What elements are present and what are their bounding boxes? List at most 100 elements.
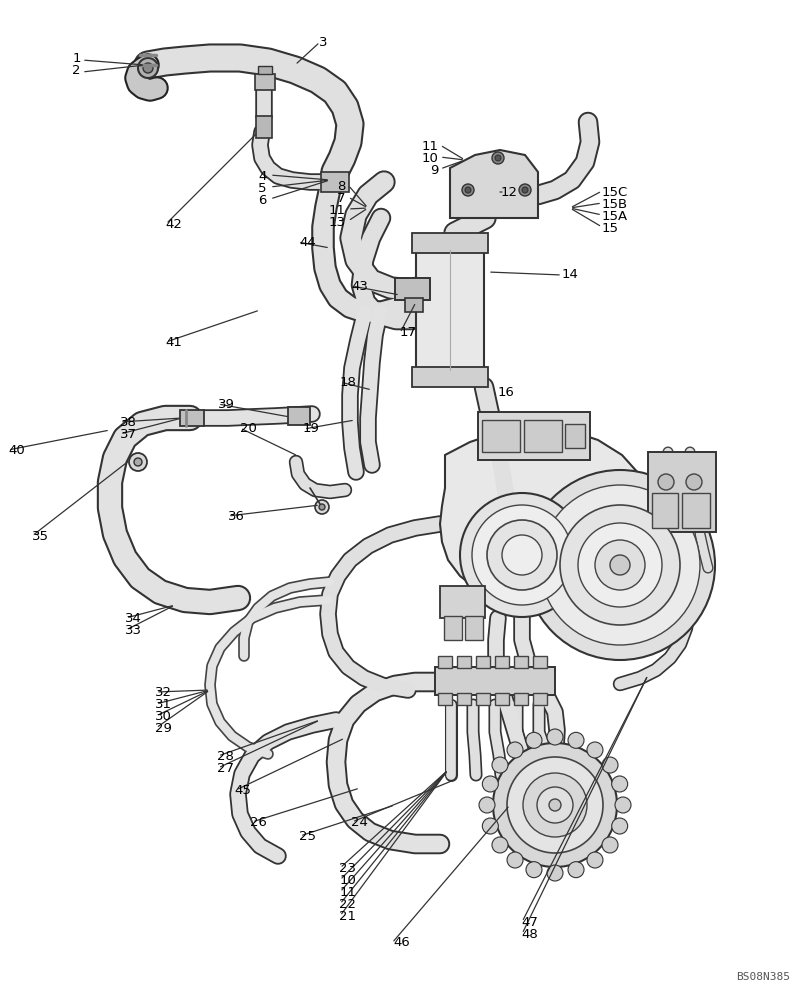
Text: 28: 28 [217,750,234,762]
Bar [533,656,547,668]
Text: 15: 15 [602,222,619,234]
Text: 8: 8 [338,180,346,192]
Bar [288,407,310,425]
Text: 22: 22 [339,898,356,910]
Text: 35: 35 [32,530,49,542]
Circle shape [587,742,603,758]
Bar [412,367,488,387]
Bar [438,693,452,705]
Circle shape [568,732,584,748]
Bar [256,116,272,138]
Bar [435,667,555,695]
Bar [652,493,678,528]
Text: 1: 1 [72,51,81,64]
Text: 29: 29 [155,722,172,734]
Circle shape [522,187,528,193]
Bar [495,693,509,705]
Bar [405,298,423,312]
Text: 32: 32 [155,686,172,698]
Text: 16: 16 [498,385,515,398]
Circle shape [540,485,700,645]
Text: 15A: 15A [602,210,628,223]
Bar [465,616,483,640]
Circle shape [462,184,474,196]
Circle shape [479,797,495,813]
Circle shape [493,743,617,867]
Circle shape [487,520,557,590]
Text: 4: 4 [259,169,267,182]
Bar [514,693,528,705]
Circle shape [610,555,630,575]
Circle shape [482,818,499,834]
Bar [495,656,509,668]
Text: 17: 17 [400,326,417,340]
Text: 10: 10 [339,874,356,886]
Text: 37: 37 [120,428,137,440]
Text: 20: 20 [240,422,257,434]
Text: 42: 42 [166,218,183,231]
Text: 27: 27 [217,762,234,774]
Text: 39: 39 [218,397,235,410]
Text: 15C: 15C [602,186,628,198]
Circle shape [560,505,680,625]
Text: 26: 26 [250,816,267,828]
Bar [416,245,484,375]
Circle shape [525,470,715,660]
Text: 7: 7 [337,192,346,205]
Circle shape [129,453,147,471]
Circle shape [587,852,603,868]
Text: 10: 10 [422,151,439,164]
Text: 13: 13 [329,216,346,229]
Bar [514,656,528,668]
Text: 6: 6 [259,194,267,207]
Text: 18: 18 [339,375,356,388]
Circle shape [502,535,542,575]
Circle shape [492,757,508,773]
Bar [444,616,462,640]
Bar [255,74,275,90]
Circle shape [507,742,523,758]
Text: 43: 43 [351,279,368,292]
Text: 30: 30 [155,710,172,722]
Polygon shape [440,428,652,607]
Bar [478,412,590,460]
Circle shape [507,757,603,853]
Text: 14: 14 [562,268,579,282]
Bar [476,656,490,668]
Bar [482,420,520,452]
Text: 11: 11 [422,139,439,152]
Circle shape [482,776,499,792]
Text: BS08N385: BS08N385 [736,972,790,982]
Circle shape [602,757,618,773]
Text: 15B: 15B [602,198,628,211]
Bar [457,656,471,668]
Text: 11: 11 [329,204,346,217]
Circle shape [492,837,508,853]
Text: 44: 44 [299,235,316,248]
Circle shape [472,505,572,605]
Bar [533,693,547,705]
Circle shape [526,862,542,878]
Text: 25: 25 [299,830,316,842]
Text: 19: 19 [303,422,320,436]
Text: 3: 3 [319,36,328,49]
Bar [321,172,349,192]
Text: 45: 45 [234,784,251,796]
Text: 31: 31 [155,698,172,710]
Circle shape [547,865,563,881]
Bar [457,693,471,705]
Circle shape [537,787,573,823]
Text: 48: 48 [521,928,538,940]
Text: 23: 23 [339,861,356,874]
Text: 9: 9 [431,163,439,176]
Circle shape [143,63,153,73]
Text: 24: 24 [351,816,368,828]
Circle shape [615,797,631,813]
Circle shape [495,155,501,161]
Bar [438,656,452,668]
Circle shape [612,818,628,834]
Circle shape [547,729,563,745]
Bar [682,493,710,528]
Bar [180,410,204,426]
Circle shape [460,493,584,617]
